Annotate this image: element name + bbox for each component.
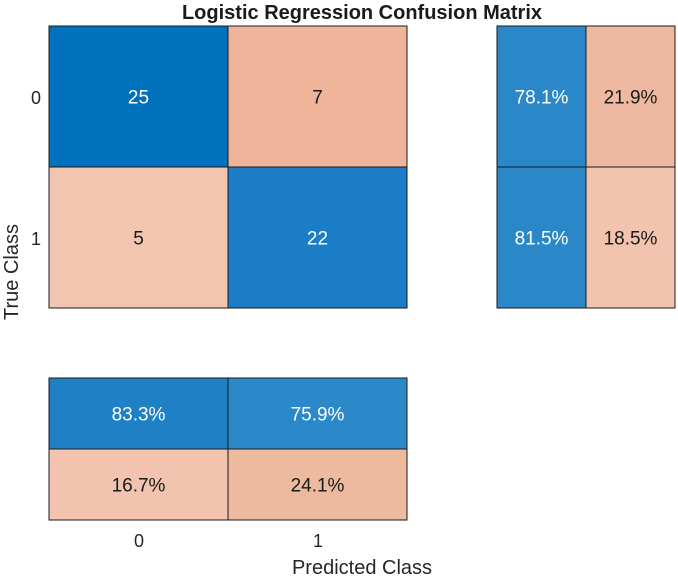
matrix-0-1-cell	[227, 25, 408, 168]
row-summary-0-0-cell	[496, 25, 587, 168]
row-summary-1-1-value: 18.5%	[604, 229, 658, 250]
matrix-0-0-cell	[48, 25, 229, 168]
y-axis-label: True Class	[1, 224, 23, 320]
x-axis-label: Predicted Class	[292, 557, 432, 576]
row-summary-0-1-cell	[585, 25, 676, 168]
row-summary-0-1-value: 21.9%	[604, 88, 658, 109]
y-tick-label-1: 1	[31, 229, 41, 249]
column-summary-1-1-value: 24.1%	[291, 476, 345, 497]
row-summary-0-0-value: 78.1%	[515, 88, 569, 109]
matrix-1-1-cell	[227, 166, 408, 309]
chart-title: Logistic Regression Confusion Matrix	[182, 2, 542, 24]
row-summary-matrix: 78.1% 21.9% 81.5% 18.5%	[496, 25, 676, 309]
x-tick-label-1: 1	[313, 531, 323, 551]
matrix-0-1-value: 7	[312, 88, 323, 109]
matrix-0-0-value: 25	[128, 88, 149, 109]
column-summary-1-1-cell	[227, 448, 408, 521]
column-summary-matrix: 83.3% 75.9% 16.7% 24.1%	[48, 377, 408, 521]
matrix-1-0-cell	[48, 166, 229, 309]
row-summary-1-0-value: 81.5%	[515, 229, 569, 250]
row-summary-1-0-cell	[496, 166, 587, 309]
column-summary-0-1-value: 75.9%	[291, 405, 345, 426]
main-matrix: 25 7 5 22	[48, 25, 408, 309]
x-tick-label-0: 0	[134, 531, 144, 551]
column-summary-0-0-value: 83.3%	[112, 405, 166, 426]
y-tick-label-0: 0	[31, 88, 41, 108]
column-summary-1-0-value: 16.7%	[112, 476, 166, 497]
matrix-1-1-value: 22	[307, 229, 328, 250]
matrix-1-0-value: 5	[133, 229, 144, 250]
column-summary-0-1-cell	[227, 377, 408, 450]
row-summary-1-1-cell	[585, 166, 676, 309]
